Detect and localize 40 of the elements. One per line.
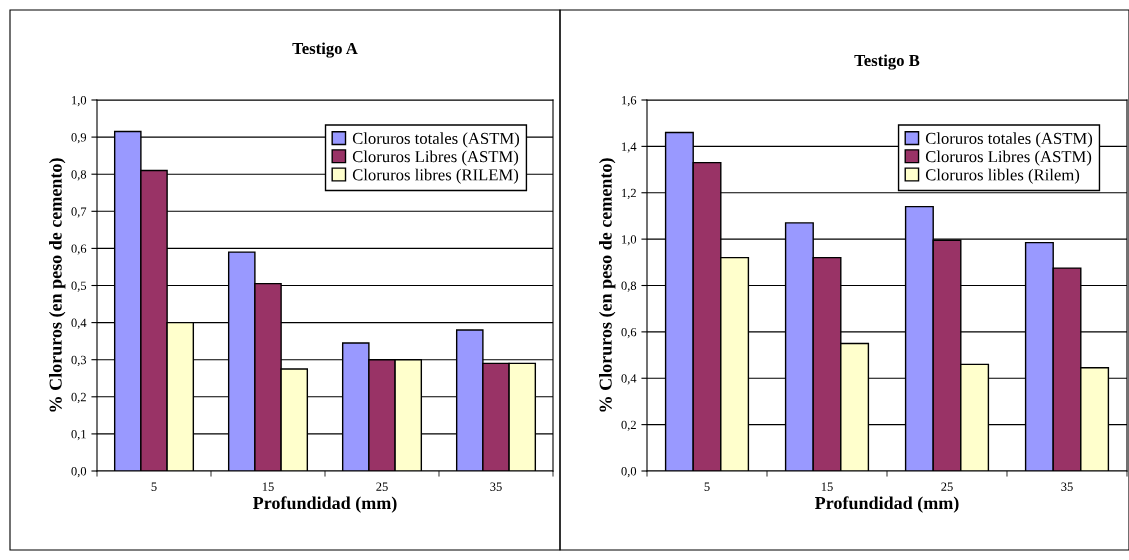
y-tick-label: 0,8 — [71, 170, 87, 181]
y-tick-label: 1,6 — [622, 96, 637, 107]
y-tick-label: 0,6 — [621, 327, 637, 339]
x-tick-label: 35 — [490, 482, 502, 491]
x-tick-label: 35 — [1061, 482, 1073, 491]
x-axis-title: Profundidad (mm) — [814, 496, 959, 513]
y-tick-label: 0,9 — [71, 133, 87, 144]
legend-label: Cloruros libles (Rilem) — [925, 168, 1080, 184]
y-tick-label: 0,1 — [71, 429, 86, 441]
chart-title: Testigo B — [854, 54, 920, 70]
y-tick-label: 0,2 — [621, 420, 636, 431]
legend-label: Cloruros Libres (ASTM) — [925, 150, 1092, 166]
y-tick-label: 0,7 — [71, 207, 87, 218]
x-tick-label: 25 — [376, 482, 388, 491]
chart-title: Testigo A — [292, 42, 358, 58]
legend-label: Cloruros Libres (ASTM) — [352, 150, 519, 166]
y-tick-label: 1,4 — [622, 142, 637, 153]
legend-label: Cloruros libres (RILEM) — [352, 168, 519, 184]
x-tick-label: 5 — [151, 482, 157, 491]
y-tick-label: 0,4 — [621, 374, 637, 385]
y-tick-label: 0,6 — [71, 244, 87, 255]
x-tick-label: 15 — [262, 482, 274, 491]
y-tick-label: 0,3 — [71, 355, 87, 366]
y-tick-label: 0,4 — [71, 318, 87, 329]
x-tick-label: 15 — [821, 482, 833, 491]
y-tick-label: 0,8 — [621, 281, 637, 292]
y-tick-label: 1,2 — [622, 188, 636, 200]
y-tick-label: 0,2 — [71, 392, 86, 404]
y-tick-label: 0,0 — [621, 467, 637, 478]
y-tick-label: 1,0 — [622, 235, 637, 246]
y-tick-label: 0,5 — [71, 281, 87, 292]
y-axis-title: % Cloruros (en peso de cemento) — [49, 158, 66, 412]
x-tick-label: 25 — [941, 482, 953, 491]
legend-label: Cloruros totales (ASTM) — [352, 132, 520, 148]
y-tick-label: 0,0 — [71, 467, 87, 478]
x-tick-label: 5 — [704, 482, 710, 491]
x-axis-title: Profundidad (mm) — [252, 496, 397, 513]
legend-label: Cloruros totales (ASTM) — [925, 132, 1093, 148]
y-axis-title: % Cloruros (en peso de cemento) — [599, 158, 616, 412]
y-tick-label: 1,0 — [72, 96, 87, 107]
